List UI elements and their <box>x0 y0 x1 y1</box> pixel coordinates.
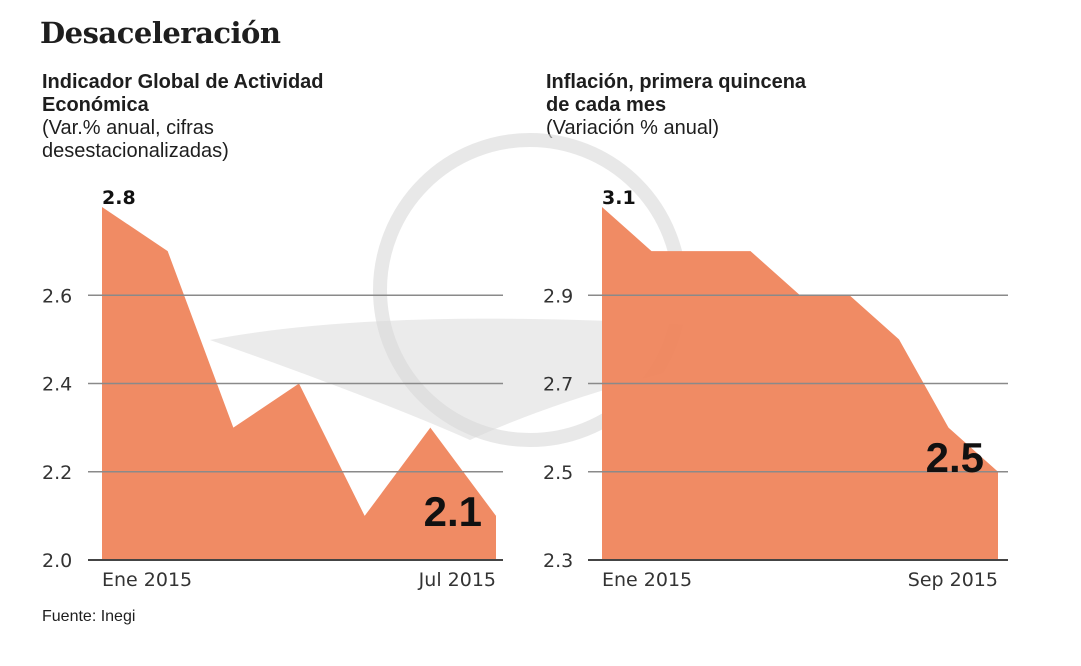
page-title: Desaceleración <box>40 16 281 50</box>
chart-2-x-label-end: Sep 2015 <box>908 569 998 591</box>
chart-1-heading: Indicador Global de Actividad Económica … <box>42 71 324 163</box>
chart-1-subtitle-line: desestacionalizadas) <box>42 140 229 162</box>
chart-2-first-value-label: 3.1 <box>602 187 636 209</box>
chart-1-y-tick: 2.4 <box>42 374 72 396</box>
chart-1-first-value-label: 2.8 <box>102 187 136 209</box>
chart-2-heading: Inflación, primera quincena de cada mes … <box>546 71 806 140</box>
chart-1-title-line: Indicador Global de Actividad <box>42 71 324 93</box>
chart-2-title-line: Inflación, primera quincena <box>546 71 807 93</box>
chart-2-y-tick: 2.9 <box>543 285 573 307</box>
chart-1-x-label-start: Ene 2015 <box>102 569 192 591</box>
chart-2-y-tick: 2.5 <box>543 462 573 484</box>
chart-2-subtitle-line: (Variación % anual) <box>546 117 720 139</box>
chart-2-title-line: de cada mes <box>546 94 667 116</box>
chart-1-subtitle-line: (Var.% anual, cifras <box>42 117 214 139</box>
chart-2-x-label-start: Ene 2015 <box>602 569 692 591</box>
chart-2-last-value-label: 2.5 <box>926 434 984 481</box>
chart-1-title-line: Económica <box>42 94 149 116</box>
chart-1-last-value-label: 2.1 <box>424 488 482 535</box>
chart-2-y-tick: 2.3 <box>543 550 573 572</box>
chart-1-x-label-end: Jul 2015 <box>418 569 496 591</box>
chart-1-y-tick: 2.6 <box>42 285 72 307</box>
chart-1-y-tick: 2.2 <box>42 462 72 484</box>
chart-1-y-tick: 2.0 <box>42 550 72 572</box>
chart-2-y-tick: 2.7 <box>543 374 573 396</box>
source-note: Fuente: Inegi <box>42 608 136 625</box>
